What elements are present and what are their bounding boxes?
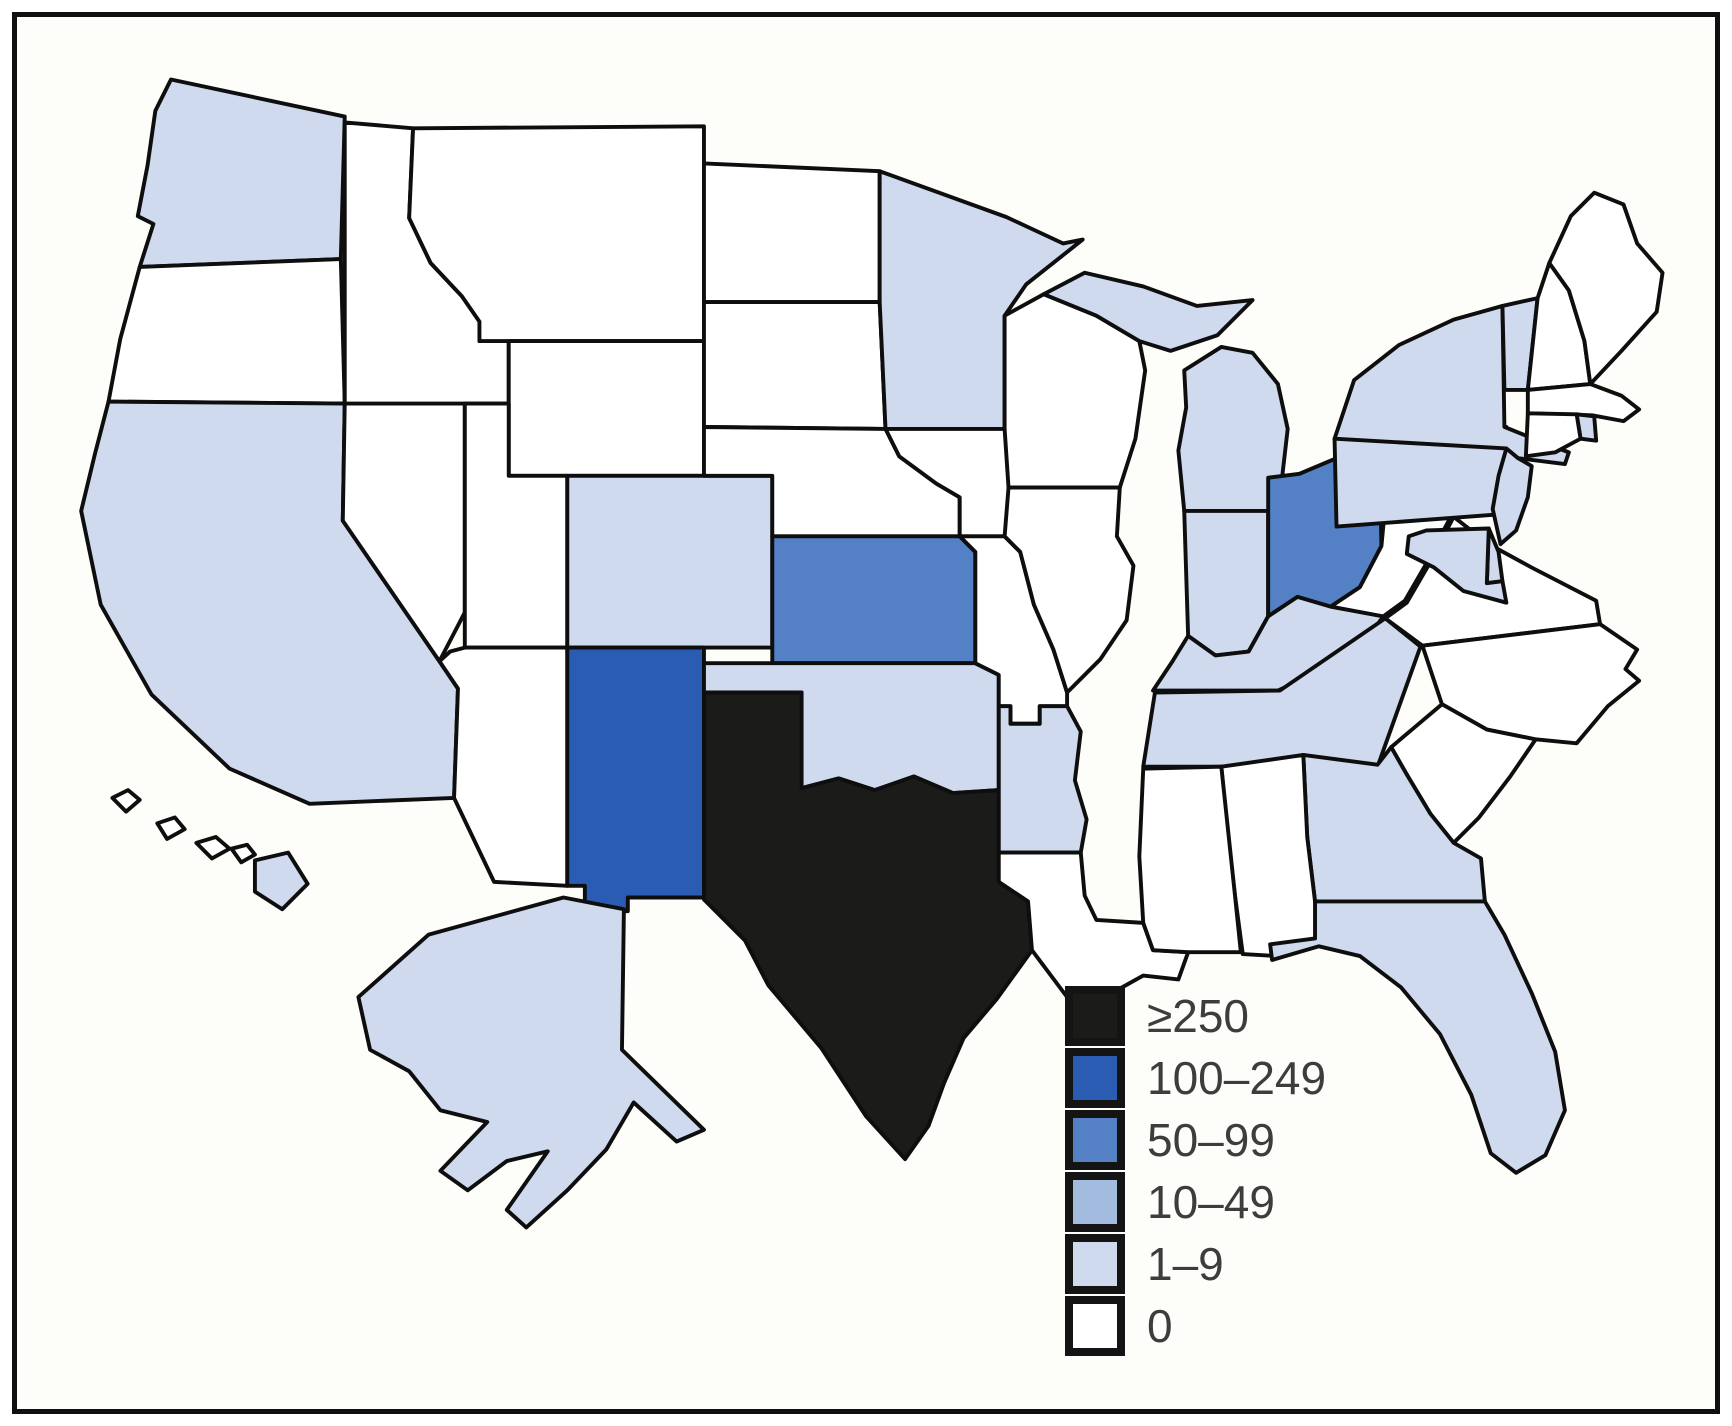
legend-item: 100–249 (1065, 1047, 1327, 1108)
state-minnesota (877, 169, 1085, 431)
legend: ≥250 100–249 50–99 10–49 1–9 0 (1065, 985, 1327, 1356)
state-connecticut (1523, 411, 1583, 459)
state-illinois (1002, 485, 1136, 695)
legend-label: 0 (1147, 1299, 1173, 1352)
state-new-mexico (565, 645, 706, 914)
state-wyoming (506, 339, 706, 478)
state-colorado (565, 473, 775, 650)
legend-swatch-0 (1065, 1295, 1125, 1356)
state-north-dakota (702, 161, 882, 304)
legend-swatch-50-99 (1065, 1109, 1125, 1170)
legend-item: 10–49 (1065, 1171, 1326, 1232)
legend-label: 50–99 (1147, 1113, 1275, 1166)
figure-frame: ≥250 100–249 50–99 10–49 1–9 0 (12, 12, 1720, 1414)
legend-swatch-ge250 (1065, 985, 1125, 1046)
state-south-dakota (702, 300, 888, 431)
state-mississippi (1137, 764, 1243, 955)
legend-item: 50–99 (1065, 1109, 1326, 1170)
state-texas (702, 690, 1034, 1162)
legend-swatch-1-9 (1065, 1233, 1125, 1294)
legend-item: 1–9 (1065, 1233, 1326, 1294)
state-maine (1547, 190, 1665, 386)
legend-label: 10–49 (1147, 1175, 1275, 1228)
state-arkansas (996, 704, 1089, 855)
legend-swatch-10-49 (1065, 1171, 1125, 1232)
state-new-jersey (1490, 446, 1534, 547)
legend-label: 1–9 (1147, 1237, 1224, 1290)
state-washington (135, 77, 347, 269)
state-maryland (1404, 526, 1509, 605)
legend-item: 0 (1065, 1295, 1326, 1356)
legend-swatch-100-249 (1065, 1047, 1125, 1108)
legend-item: ≥250 (1065, 985, 1326, 1046)
state-florida (1268, 899, 1567, 1175)
state-hawaii (252, 850, 310, 912)
state-oregon (106, 257, 347, 406)
state-indiana (1182, 508, 1271, 658)
us-choropleth-map (79, 77, 1665, 1230)
state-arizona (437, 645, 570, 888)
state-louisiana (996, 850, 1191, 1007)
legend-label: 100–249 (1147, 1051, 1327, 1104)
state-kansas (770, 534, 978, 666)
hawaii-small-islands (110, 788, 257, 865)
state-alaska (356, 895, 706, 1230)
legend-label: ≥250 (1147, 989, 1249, 1042)
